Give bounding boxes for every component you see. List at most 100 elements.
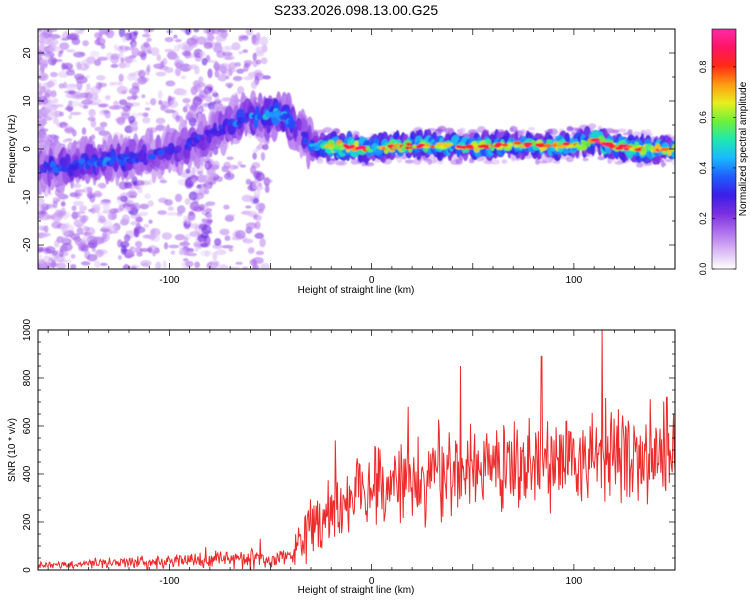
spectrogram-cell <box>38 82 42 89</box>
spectrogram-cell <box>250 165 257 175</box>
spectrogram-cell <box>47 29 58 33</box>
spectrogram-cell <box>429 144 437 149</box>
spectrogram-cell <box>354 140 359 148</box>
spectrogram-cell <box>647 145 655 150</box>
y-tick-label: 200 <box>22 513 33 530</box>
spectrogram-cell <box>38 29 43 32</box>
spectrogram-cell <box>490 158 500 165</box>
spectrogram-cell <box>56 262 67 269</box>
spectrogram-cell <box>174 193 183 203</box>
spectrogram-cell <box>218 264 229 269</box>
spectrogram-cell <box>260 152 266 161</box>
spectrogram-cell <box>38 43 46 53</box>
spectrogram-cell <box>110 63 119 69</box>
spectrogram-cell <box>123 56 132 63</box>
spectrogram-cell <box>116 195 126 201</box>
spectrogram-cell <box>76 227 84 235</box>
spectrogram-cell <box>217 74 227 82</box>
spectrogram-cell <box>168 244 180 249</box>
spectrogram-cell <box>159 179 168 184</box>
spectrogram-cell <box>82 40 89 47</box>
spectrogram-cell <box>98 215 106 223</box>
spectrogram-cell <box>252 152 257 160</box>
spectrogram-cell <box>66 83 78 92</box>
spectrogram-cell <box>123 62 131 68</box>
snr-y-ticks: 0 200 400 600 800 1000 <box>22 318 675 573</box>
spectrogram-cell <box>356 146 364 150</box>
spectrogram-cell <box>82 104 89 110</box>
spectrogram-cell <box>38 253 43 263</box>
spectrogram-cell <box>466 144 474 148</box>
spectrogram-cell <box>258 182 263 187</box>
spectrogram-cell <box>193 241 201 248</box>
spectrogram-cell <box>94 32 103 39</box>
spectrogram-cell <box>228 62 238 69</box>
spectrogram-cell <box>580 140 588 145</box>
spectrogram-cell <box>64 153 71 167</box>
spectrogram-cell <box>131 175 138 185</box>
spectrogram-cell <box>43 109 54 118</box>
spectrogram-cell <box>118 99 128 106</box>
spectrogram-cell <box>89 194 96 203</box>
spectrogram-cell <box>179 242 190 247</box>
spectrogram-cell <box>161 232 173 240</box>
spectrogram-cell <box>203 29 208 34</box>
spectrogram-cell <box>185 168 191 174</box>
spectrogram-cell <box>117 255 122 260</box>
spectrogram-cell <box>87 116 96 122</box>
snr-panel: -100 0 100 0 200 400 600 800 1000 Height of str… <box>7 318 676 596</box>
y-tick-label: 400 <box>22 465 33 482</box>
spectrogram-cell <box>216 32 227 36</box>
spectrogram-cell <box>155 117 166 125</box>
spectrogram-cell <box>218 128 226 136</box>
spectrogram-cell <box>293 126 298 139</box>
spectrogram-cell <box>70 263 77 269</box>
spectrogram-cell <box>144 101 151 106</box>
spectrogram-cell <box>518 131 525 135</box>
spectrogram-cell <box>52 97 59 104</box>
spectrogram-cell <box>368 149 374 153</box>
spectrogram-cell <box>76 62 82 71</box>
spectrogram-cell <box>213 44 223 53</box>
colorbar-tick-label: 0.8 <box>698 61 708 74</box>
spectrogram-cell <box>237 160 243 167</box>
spectrogram-cell <box>185 103 190 108</box>
spectrogram-cell <box>71 205 77 211</box>
spectrogram-cell <box>513 144 520 148</box>
spectrogram-cell <box>235 261 243 265</box>
snr-x-axis-label: Height of straight line (km) <box>298 585 415 596</box>
spectrogram-cell <box>147 50 152 54</box>
spectrogram-cell <box>130 204 138 211</box>
spectrogram-cell <box>165 147 175 155</box>
spectrogram-cell <box>184 179 194 189</box>
spectrogram-cell <box>606 129 612 133</box>
y-tick-label: 0 <box>22 146 33 152</box>
spectrogram-cell <box>73 51 86 58</box>
spectrogram-cell <box>214 238 222 246</box>
spectrogram-cell <box>566 126 574 131</box>
spectrogram-cell <box>52 200 58 209</box>
spectrogram-cell <box>157 90 163 99</box>
spectrogram-cell <box>135 216 144 223</box>
spectrogram-cell <box>183 236 189 244</box>
spectrogram-cell <box>38 108 44 117</box>
spectrogram-cell <box>104 110 111 119</box>
spectrogram-cell <box>226 156 234 161</box>
spectrogram-cell <box>535 158 540 165</box>
spectrogram-cell <box>42 116 53 121</box>
spectrogram-cell <box>198 204 206 211</box>
spectrogram-cell <box>39 213 51 221</box>
spectrogram-cell <box>174 234 186 241</box>
spectrogram-cell <box>126 248 136 258</box>
spectrogram-cell <box>349 144 356 148</box>
spectrogram-cell <box>242 49 249 53</box>
spectrogram-cell <box>245 205 252 209</box>
spectrogram-cell <box>191 101 198 112</box>
spectrogram-cell <box>120 244 127 255</box>
spectrogram-cell <box>199 186 207 195</box>
figure-title: S233.2026.098.13.00.G25 <box>274 2 438 18</box>
spectrogram-cell <box>149 47 160 56</box>
spectrogram-cell <box>173 59 184 68</box>
y-tick-label: 1000 <box>22 318 33 341</box>
spectrogram-cell <box>128 195 137 199</box>
